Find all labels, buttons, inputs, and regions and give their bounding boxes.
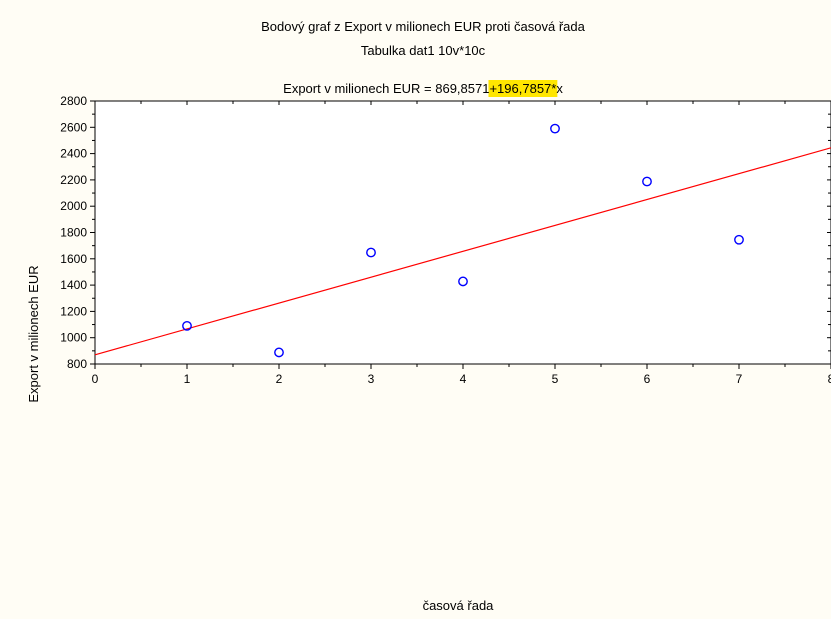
y-tick-label: 800 [67, 357, 87, 371]
data-point [550, 123, 560, 134]
data-point [734, 234, 744, 245]
x-tick-label: 7 [736, 372, 743, 386]
x-tick-label: 1 [184, 372, 191, 386]
plot-area [94, 100, 831, 365]
x-axis: 0 1 2 3 4 5 6 7 8 [92, 101, 831, 386]
y-tick-label: 1000 [60, 331, 87, 345]
x-tick-label: 2 [276, 372, 283, 386]
chart-subtitle: Tabulka dat1 10v*10c [361, 43, 486, 58]
data-point [458, 276, 468, 287]
y-tick-label: 2400 [60, 147, 87, 161]
y-tick-label: 2800 [60, 94, 87, 108]
y-tick-label: 2000 [60, 199, 87, 213]
y-axis: 800 1000 1200 1400 1600 1800 2000 2200 2400 2600 2… [60, 94, 95, 371]
y-tick-label: 2200 [60, 173, 87, 187]
data-point [182, 320, 192, 331]
x-tick-label: 4 [460, 372, 467, 386]
y-tick-label: 1400 [60, 278, 87, 292]
y-tick-label: 1800 [60, 226, 87, 240]
x-tick-label: 5 [552, 372, 559, 386]
equation-highlighted: +196,7857* [489, 81, 556, 96]
y-axis-label: Export v milionech EUR [26, 265, 41, 402]
y-tick-label: 1600 [60, 252, 87, 266]
data-point [642, 176, 652, 187]
regression-line [94, 147, 831, 356]
equation-highlight-box [488, 80, 558, 97]
regression-line-group [94, 147, 831, 356]
y-tick-label: 1200 [60, 304, 87, 318]
x-tick-label: 0 [92, 372, 99, 386]
data-point [366, 247, 376, 258]
equation-suffix: x [556, 81, 563, 96]
regression-equation: Export v milionech EUR = 869,8571+196,78… [283, 81, 563, 96]
chart-title: Bodový graf z Export v milionech EUR pro… [261, 19, 585, 34]
y-tick-label: 2600 [60, 120, 87, 134]
x-tick-label: 3 [368, 372, 375, 386]
x-tick-label: 6 [644, 372, 651, 386]
x-axis-label: časová řada [423, 598, 495, 613]
data-points [182, 123, 744, 358]
equation-prefix: Export v milionech EUR = 869,8571 [283, 81, 489, 96]
x-tick-label: 8 [828, 372, 831, 386]
data-point [274, 347, 284, 358]
